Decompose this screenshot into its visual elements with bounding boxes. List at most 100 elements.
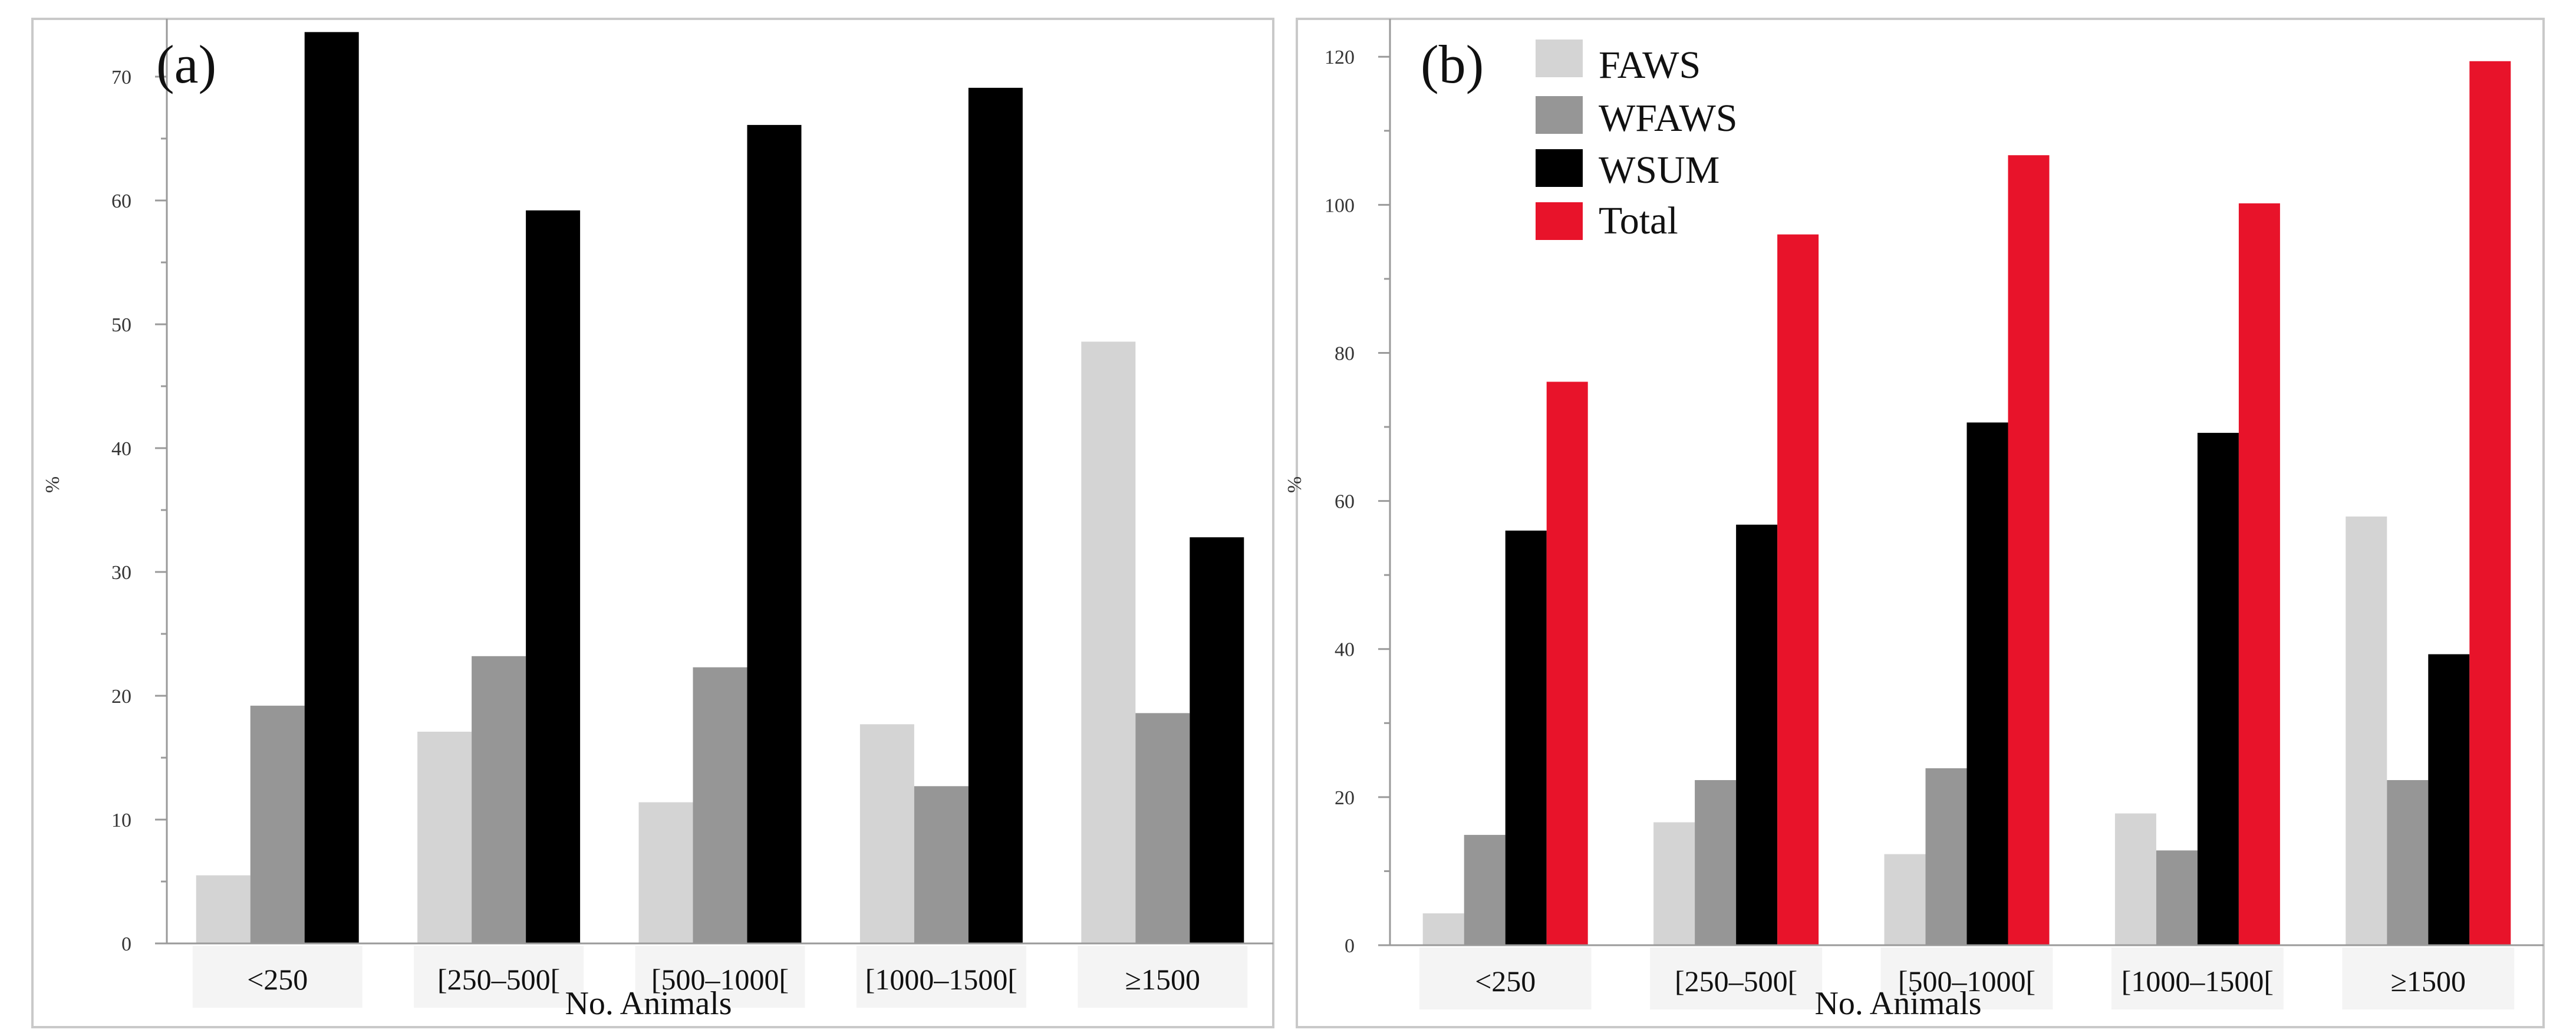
y-tick-label-0: 0 bbox=[1345, 935, 1355, 957]
x-tick-label-250-500: [250–500[ bbox=[1675, 965, 1797, 998]
bar-faws-500-1000 bbox=[638, 802, 693, 943]
category-band-250-500 bbox=[414, 946, 584, 1008]
category-band-1500 bbox=[2342, 948, 2515, 1009]
category-band-1000-1500 bbox=[856, 946, 1026, 1008]
legend-label-wsum: WSUM bbox=[1599, 149, 1719, 192]
y-tick-label-50: 50 bbox=[111, 314, 131, 336]
y-tick-label-60: 60 bbox=[111, 190, 131, 212]
y-tick-label-100: 100 bbox=[1325, 195, 1355, 216]
legend-label-wfaws: WFAWS bbox=[1599, 97, 1737, 140]
bar-wsum-1000-1500 bbox=[2197, 433, 2239, 945]
bar-wfaws-250 bbox=[250, 705, 305, 943]
bar-wfaws-1000-1500 bbox=[914, 786, 969, 943]
panel-b-category-bands bbox=[1419, 948, 2515, 1009]
y-tick-label-20: 20 bbox=[1335, 787, 1355, 809]
bar-wsum-1500 bbox=[1190, 537, 1244, 943]
panel-b-y-ticks: 0 20 40 60 80 100 120 bbox=[1325, 47, 1355, 957]
legend-item-wfaws: WFAWS bbox=[1536, 96, 1737, 140]
y-tick-label-20: 20 bbox=[111, 686, 131, 708]
x-tick-label-1500: ≥1500 bbox=[2391, 965, 2466, 998]
x-tick-label-1000-1500: [1000–1500[ bbox=[865, 963, 1017, 996]
bar-total-250-500 bbox=[1777, 234, 1819, 945]
legend-item-total: Total bbox=[1536, 199, 1678, 242]
bar-wfaws-250-500 bbox=[472, 656, 526, 943]
category-band-250 bbox=[192, 946, 363, 1008]
panel-b-x-axis-label: No. Animals bbox=[1814, 985, 1981, 1022]
panel-a-bars bbox=[196, 32, 1244, 943]
panel-a-y-ticks: 0 10 20 30 40 50 60 70 bbox=[111, 67, 131, 955]
category-band-500-1000 bbox=[1880, 948, 2053, 1009]
x-tick-label-1000-1500: [1000–1500[ bbox=[2122, 965, 2274, 998]
bar-total-500-1000 bbox=[2008, 155, 2050, 946]
panel-b-legend: FAWS WFAWS WSUM Total bbox=[1536, 40, 1737, 242]
category-band-250 bbox=[1419, 948, 1592, 1009]
x-tick-label-500-1000: [500–1000[ bbox=[651, 963, 789, 996]
x-tick-label-250: <250 bbox=[247, 963, 308, 996]
bar-wsum-250 bbox=[304, 32, 359, 943]
y-tick-label-40: 40 bbox=[1335, 639, 1355, 661]
panel-a-chart: 0 10 20 30 40 50 60 70 <250 [250–500[ [500–1000[ [… bbox=[31, 18, 1274, 1028]
x-tick-label-250-500: [250–500[ bbox=[437, 963, 560, 996]
legend-item-wsum: WSUM bbox=[1536, 149, 1719, 192]
bar-wfaws-1500 bbox=[1135, 713, 1190, 943]
category-band-1000-1500 bbox=[2111, 948, 2284, 1009]
panel-b-y-axis-label: % bbox=[1284, 476, 1306, 493]
legend-swatch-faws bbox=[1536, 40, 1583, 77]
y-tick-label-60: 60 bbox=[1335, 491, 1355, 513]
bar-faws-1000-1500 bbox=[2114, 813, 2156, 945]
y-tick-label-120: 120 bbox=[1325, 47, 1355, 68]
y-tick-label-30: 30 bbox=[111, 562, 131, 584]
legend-swatch-wfaws bbox=[1536, 96, 1583, 134]
x-tick-label-500-1000: [500–1000[ bbox=[1898, 965, 2035, 998]
y-tick-label-10: 10 bbox=[111, 810, 131, 831]
bar-wfaws-1500 bbox=[2387, 780, 2429, 945]
panel-b-bars bbox=[1422, 61, 2511, 946]
bar-faws-1500 bbox=[2346, 516, 2387, 945]
panel-b-chart: 0 20 40 60 80 100 120 <250 [250–500[ [500–1000[ [… bbox=[1284, 18, 2545, 1028]
bar-total-250 bbox=[1546, 381, 1588, 945]
legend-label-total: Total bbox=[1599, 199, 1678, 242]
legend-label-faws: FAWS bbox=[1599, 44, 1701, 87]
panel-a-y-axis-label: % bbox=[42, 476, 64, 493]
legend-swatch-wsum bbox=[1536, 149, 1583, 187]
category-band-250-500 bbox=[1650, 948, 1823, 1009]
bar-faws-250-500 bbox=[417, 731, 472, 943]
x-tick-label-1500: ≥1500 bbox=[1125, 963, 1200, 996]
panel-a-x-ticks: <250 [250–500[ [500–1000[ [1000–1500[ ≥1500 bbox=[247, 963, 1200, 996]
bar-wfaws-250 bbox=[1464, 834, 1506, 945]
panel-a-x-axis-label: No. Animals bbox=[565, 985, 732, 1022]
bar-faws-250 bbox=[196, 875, 251, 943]
legend-swatch-total bbox=[1536, 202, 1583, 240]
bar-wsum-500-1000 bbox=[1966, 422, 2008, 945]
bar-wsum-250-500 bbox=[1736, 524, 1778, 945]
bar-total-1000-1500 bbox=[2238, 203, 2280, 946]
bar-wsum-250 bbox=[1505, 530, 1547, 945]
panel-b-axes bbox=[1378, 19, 2544, 946]
bar-faws-250-500 bbox=[1653, 822, 1695, 945]
bar-wsum-1500 bbox=[2428, 654, 2470, 945]
bar-wfaws-500-1000 bbox=[693, 667, 747, 943]
category-band-1500 bbox=[1078, 946, 1248, 1008]
y-tick-label-70: 70 bbox=[111, 67, 131, 88]
panel-a-category-bands bbox=[192, 946, 1248, 1008]
bar-faws-250 bbox=[1422, 913, 1464, 945]
bar-faws-1500 bbox=[1081, 341, 1136, 943]
x-tick-label-250: <250 bbox=[1475, 965, 1536, 998]
panel-b-x-ticks: <250 [250–500[ [500–1000[ [1000–1500[ ≥1500 bbox=[1475, 965, 2466, 998]
y-tick-label-40: 40 bbox=[111, 438, 131, 460]
panel-a-label: (a) bbox=[156, 34, 216, 94]
y-tick-label-80: 80 bbox=[1335, 343, 1355, 364]
legend-item-faws: FAWS bbox=[1536, 40, 1701, 87]
bar-wsum-500-1000 bbox=[747, 124, 802, 943]
y-tick-label-0: 0 bbox=[121, 933, 131, 955]
bar-wfaws-500-1000 bbox=[1925, 768, 1967, 945]
category-band-500-1000 bbox=[635, 946, 805, 1008]
panel-b-label: (b) bbox=[1421, 34, 1484, 94]
bar-wsum-1000-1500 bbox=[968, 87, 1023, 943]
bar-total-1500 bbox=[2469, 61, 2511, 946]
bar-faws-500-1000 bbox=[1884, 854, 1926, 945]
panel-a-axes bbox=[155, 19, 1273, 945]
bar-wsum-250-500 bbox=[526, 210, 581, 943]
bar-wfaws-1000-1500 bbox=[2156, 850, 2198, 945]
